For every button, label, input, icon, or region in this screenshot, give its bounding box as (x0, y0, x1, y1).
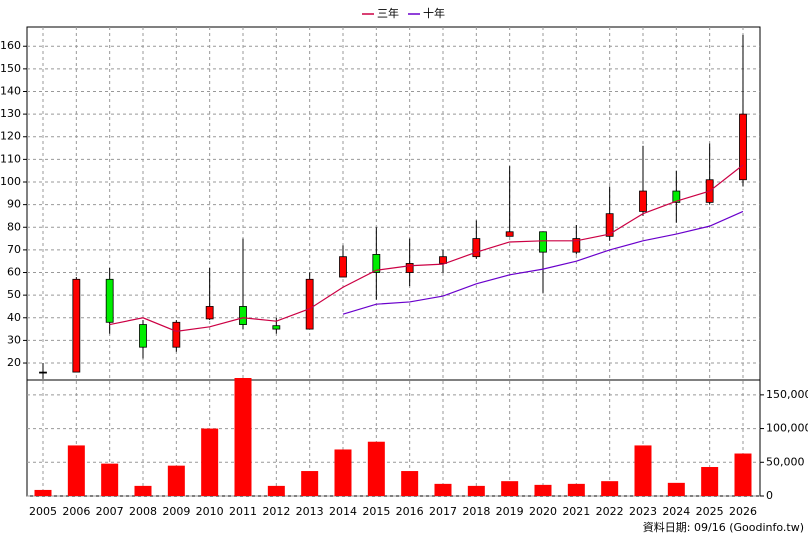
bar (534, 484, 552, 496)
y-tick-label: 20 (7, 356, 21, 369)
x-tick-label: 2026 (729, 505, 757, 518)
bar (434, 483, 452, 496)
bar (601, 481, 619, 496)
candle-body (639, 190, 647, 212)
y-tick-label: 90 (7, 198, 21, 211)
y-tick-label: 60 (7, 266, 21, 279)
candle-body (505, 231, 514, 237)
candle-body (205, 306, 214, 320)
y-tick-label: 100 (0, 175, 21, 188)
candle-body (605, 213, 614, 237)
candle-body (305, 278, 314, 330)
bar (667, 482, 685, 496)
candle-body (405, 263, 414, 273)
legend-label: 十年 (423, 6, 445, 20)
x-tick-label: 2023 (629, 505, 657, 518)
candle-body (539, 231, 547, 253)
x-tick-label: 2014 (329, 505, 357, 518)
y-tick-label: 30 (7, 333, 21, 346)
x-tick-label: 2025 (696, 505, 724, 518)
y-tick-label: 130 (0, 107, 21, 120)
candle-body (39, 371, 47, 374)
candle-body (739, 113, 747, 181)
x-tick-label: 2008 (129, 505, 157, 518)
candle-body (572, 238, 581, 253)
bar (567, 483, 585, 496)
candle-body (105, 278, 114, 323)
bar (234, 378, 252, 496)
bar (401, 471, 419, 496)
x-tick-label: 2013 (296, 505, 324, 518)
y-tick-label: 80 (7, 220, 21, 233)
y2-tick-label: 0 (766, 489, 773, 502)
y-tick-label: 50 (7, 288, 21, 301)
legend-label: 三年 (377, 6, 399, 20)
line-series (109, 164, 744, 332)
x-tick-label: 2007 (96, 505, 124, 518)
y-tick-label: 110 (0, 152, 21, 165)
y-tick-label: 150 (0, 62, 21, 75)
candle-body (472, 238, 481, 258)
y2-tick-label: 100,000 (766, 422, 808, 435)
candle-body (139, 324, 147, 348)
y-tick-label: 70 (7, 243, 21, 256)
x-tick-label: 2012 (262, 505, 290, 518)
x-tick-label: 2022 (596, 505, 624, 518)
x-tick-label: 2024 (662, 505, 690, 518)
x-tick-label: 2006 (62, 505, 90, 518)
candle-body (372, 254, 381, 273)
bar (701, 467, 719, 496)
candle-body (272, 325, 281, 330)
bar (734, 453, 752, 496)
x-tick-label: 2015 (362, 505, 390, 518)
y2-tick-label: 150,000 (766, 388, 808, 401)
bar (201, 428, 219, 496)
x-tick-label: 2018 (462, 505, 490, 518)
line-series (342, 210, 744, 315)
bar (34, 489, 52, 496)
x-tick-label: 2005 (29, 505, 57, 518)
bar (167, 465, 185, 496)
x-tick-label: 2009 (162, 505, 190, 518)
candle-body (172, 321, 181, 348)
y-tick-label: 140 (0, 84, 21, 97)
candle-body (672, 190, 681, 203)
x-tick-label: 2010 (196, 505, 224, 518)
bar (67, 445, 85, 496)
bar (467, 485, 485, 496)
y-tick-label: 40 (7, 311, 21, 324)
candle-body (339, 256, 347, 278)
x-tick-label: 2020 (529, 505, 557, 518)
candle-body (72, 278, 81, 373)
y-tick-label: 160 (0, 39, 21, 52)
bar (101, 463, 119, 496)
bar (301, 471, 319, 496)
bar (501, 481, 519, 496)
y2-tick-label: 50,000 (766, 455, 805, 468)
x-tick-label: 2017 (429, 505, 457, 518)
x-tick-label: 2016 (396, 505, 424, 518)
x-tick-label: 2021 (562, 505, 590, 518)
bar (134, 485, 152, 496)
plot-frame (26, 26, 761, 497)
candle-body (239, 306, 247, 325)
bar (367, 441, 385, 496)
x-tick-label: 2019 (496, 505, 524, 518)
y-tick-label: 120 (0, 130, 21, 143)
bar (267, 485, 285, 496)
candle-body (439, 256, 447, 264)
x-tick-label: 2011 (229, 505, 257, 518)
bar (634, 445, 652, 496)
annotation: 資料日期: 09/16 (Goodinfo.tw) (643, 520, 804, 534)
bar (334, 449, 352, 496)
